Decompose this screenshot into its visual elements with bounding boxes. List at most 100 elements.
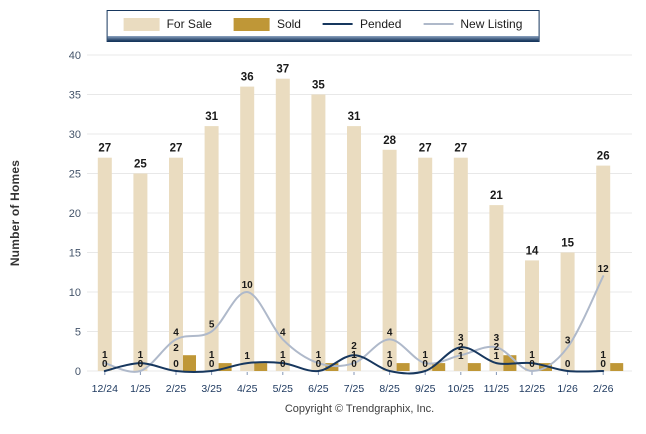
bar-for-sale-6/25 <box>311 94 326 371</box>
bar-for-sale-4/25 <box>240 86 255 371</box>
value-label-new-listing: 3 <box>494 333 500 344</box>
x-tick-label: 12/25 <box>519 383 545 395</box>
bar-for-sale-12/24 <box>97 157 112 371</box>
value-label-for-sale: 25 <box>134 159 147 171</box>
value-label-for-sale: 36 <box>241 72 254 84</box>
bar-for-sale-11/25 <box>489 205 504 371</box>
legend-item-pended: Pended <box>322 17 402 31</box>
bar-sold-2/26 <box>610 363 624 371</box>
x-tick-label: 2/25 <box>166 383 187 395</box>
bar-for-sale-10/25 <box>453 157 468 371</box>
value-label-for-sale: 28 <box>383 135 396 147</box>
sold-swatch <box>233 17 270 31</box>
value-label-for-sale: 14 <box>526 245 539 257</box>
legend-item-for-sale: For Sale <box>123 17 212 31</box>
value-label-sold: 0 <box>102 359 108 370</box>
value-label-for-sale: 27 <box>98 143 111 155</box>
bar-for-sale-7/25 <box>347 126 361 371</box>
value-label-new-listing: 1 <box>102 350 108 361</box>
legend-item-sold: Sold <box>233 17 301 31</box>
value-label-pended: 0 <box>209 359 215 370</box>
y-axis-title: Number of Homes <box>8 159 22 267</box>
value-label-sold: 0 <box>351 359 357 370</box>
bar-sold-2/25 <box>183 355 196 371</box>
value-label-new-listing: 1 <box>351 350 357 361</box>
for-sale-swatch <box>123 17 160 31</box>
value-label-pended: 0 <box>387 359 393 370</box>
x-tick-label: 9/25 <box>415 383 436 395</box>
value-label-sold: 1 <box>387 350 393 361</box>
value-label-pended: 1 <box>280 350 286 361</box>
value-label-sold: 0 <box>565 359 571 370</box>
x-tick-label: 2/26 <box>593 383 614 395</box>
value-label-for-sale: 21 <box>490 190 503 202</box>
value-label-pended: 0 <box>422 359 428 370</box>
bar-for-sale-3/25 <box>204 126 219 371</box>
value-label-for-sale: 15 <box>561 238 574 250</box>
bar-for-sale-9/25 <box>418 157 433 371</box>
value-label-for-sale: 31 <box>348 111 361 123</box>
value-label-new-listing: 10 <box>242 280 254 291</box>
value-label-new-listing: 5 <box>209 320 215 331</box>
bar-for-sale-2/26 <box>596 165 611 371</box>
y-tick-label: 35 <box>69 90 81 102</box>
value-label-sold: 1 <box>458 351 464 362</box>
value-label-for-sale: 26 <box>597 151 610 163</box>
value-label-pended: 0 <box>600 359 606 370</box>
value-label-for-sale: 27 <box>454 143 467 155</box>
bar-sold-8/25 <box>396 363 410 371</box>
value-label-sold: 1 <box>600 350 606 361</box>
value-label-new-listing: 4 <box>280 327 286 338</box>
legend-item-new-listing: New Listing <box>423 17 522 31</box>
bar-sold-10/25 <box>467 363 481 371</box>
bar-sold-4/25 <box>254 363 268 371</box>
x-tick-label: 7/25 <box>344 383 365 395</box>
x-tick-label: 6/25 <box>308 383 329 395</box>
legend-label: Sold <box>276 17 301 31</box>
chart-legend: For Sale Sold Pended New Listing <box>106 10 540 42</box>
x-tick-label: 3/25 <box>201 383 222 395</box>
bar-sold-6/25 <box>325 363 339 371</box>
x-tick-label: 5/25 <box>273 383 294 395</box>
value-label-pended: 3 <box>458 333 464 344</box>
line-pended <box>103 346 605 375</box>
legend-label: Pended <box>359 17 402 31</box>
value-label-sold: 1 <box>316 350 322 361</box>
x-tick-label: 8/25 <box>379 383 400 395</box>
x-tick-label: 1/25 <box>130 383 151 395</box>
value-label-for-sale: 27 <box>419 143 432 155</box>
bar-sold-3/25 <box>218 363 232 371</box>
value-label-sold: 1 <box>209 350 215 361</box>
value-label-for-sale: 35 <box>312 80 325 92</box>
new-listing-swatch <box>423 23 454 25</box>
line-new-listing <box>103 275 605 373</box>
value-label-sold: 0 <box>280 359 286 370</box>
bar-for-sale-1/25 <box>133 173 148 371</box>
x-tick-label: 12/24 <box>92 383 118 395</box>
bar-for-sale-5/25 <box>275 78 290 371</box>
value-label-new-listing: 3 <box>565 335 571 346</box>
value-label-for-sale: 27 <box>170 143 183 155</box>
y-tick-label: 40 <box>69 50 81 62</box>
value-label-pended: 0 <box>316 359 322 370</box>
bar-sold-9/25 <box>432 363 446 371</box>
value-label-pended: 2 <box>351 341 357 352</box>
value-label-new-listing: 0 <box>529 359 535 370</box>
x-tick-label: 1/26 <box>557 383 578 395</box>
x-tick-label: 10/25 <box>448 383 474 395</box>
value-label-sold: 1 <box>244 351 250 362</box>
value-label-new-listing: 4 <box>387 327 393 338</box>
y-tick-label: 5 <box>75 327 81 339</box>
legend-gradient-strip <box>107 36 539 41</box>
y-tick-label: 20 <box>69 208 81 220</box>
y-tick-label: 25 <box>69 169 81 181</box>
value-label-sold: 0 <box>138 359 144 370</box>
bar-for-sale-8/25 <box>382 149 397 371</box>
y-tick-label: 15 <box>69 248 81 260</box>
value-label-pended: 1 <box>138 350 144 361</box>
pended-swatch <box>322 23 353 25</box>
value-label-sold: 2 <box>494 342 500 353</box>
value-label-new-listing: 4 <box>173 327 179 338</box>
